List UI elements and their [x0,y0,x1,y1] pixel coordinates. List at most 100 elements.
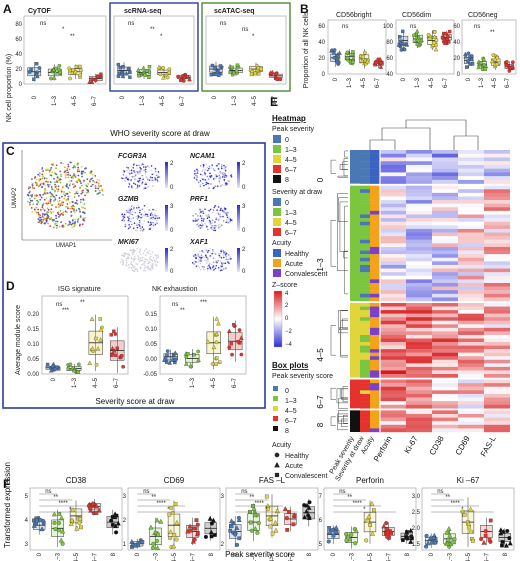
heatmap-cell [432,428,458,433]
panel-d-ylabel: Average module score [15,305,22,375]
expression-point [146,213,149,216]
acuity-annotation [370,356,380,360]
expression-point [123,216,126,219]
point [109,333,113,337]
legend-label: Convalescent [285,473,327,480]
umap-point [41,177,44,180]
expression-point [199,211,202,213]
draw-severity-annotation [360,417,370,422]
sig-label: * [69,507,72,513]
draw-severity-annotation [360,257,370,262]
umap-point [59,178,62,181]
acuity-annotation [370,157,380,162]
expression-point [197,181,200,184]
expression-point [201,211,204,214]
umap-point [60,201,63,204]
heatmap-cell [432,279,458,284]
heatmap-cell [432,225,458,230]
acuity-annotation [370,424,380,429]
expression-point [197,218,200,221]
heatmap-cell [406,317,432,321]
point [90,77,95,81]
acuity-annotation [370,345,380,350]
umap-main: UMAP2 UMAP1 [12,150,112,249]
svg-text:*: * [252,34,255,40]
point [124,71,129,76]
heatmap-cell [432,221,458,226]
umap-point [86,189,89,192]
umap-point [55,167,57,170]
point [95,346,101,351]
expression-point [144,254,147,256]
point [326,539,331,544]
heatmap-cell [458,221,484,226]
heatmap-cell [380,373,406,378]
point [239,352,244,357]
draw-severity-annotation [360,192,370,197]
point [410,536,414,541]
umap-point [52,199,55,202]
expression-point [130,256,133,259]
umap-point [41,173,44,176]
expression-point [196,223,198,226]
point [145,69,149,73]
umap-point [79,210,81,213]
umap-point [52,188,55,191]
expression-point [155,174,158,177]
heatmap-cell [458,306,484,311]
expression-point [226,218,228,221]
expression-point [136,164,138,167]
draw-severity-annotation [360,386,370,391]
point [76,362,81,367]
expression-point [221,176,224,178]
heatmap-cell [380,359,406,364]
expression-point [145,175,148,178]
expression-point [154,167,157,170]
panel-a-xlabel: WHO severity score at draw [110,129,210,138]
dendro-branch [337,175,348,178]
expression-point [200,260,202,263]
heatmap-cell [458,421,484,425]
draw-severity-annotation [360,200,370,204]
point [110,353,114,358]
umap-point [60,190,63,193]
point [94,362,99,367]
heatmap-cell [458,331,484,336]
heatmap-cell [406,176,432,181]
expression-point [212,265,215,267]
heatmap-cell [432,286,458,291]
heatmap-cell [432,243,458,248]
expression-point [192,255,195,258]
expression-point [130,267,133,269]
umap-point [91,183,94,186]
heatmap-cell [484,214,510,219]
expression-point [217,177,220,180]
expression-point [150,169,152,172]
umap-point [95,181,98,184]
heatmap-cell [458,324,484,329]
umap-point [63,171,66,173]
umap-point [72,166,75,169]
point [181,79,186,83]
point [216,320,221,326]
umap-point [55,173,58,176]
heatmap-cell [380,153,406,158]
expression-point [157,214,159,217]
expression-point [127,256,129,258]
umap-point [55,217,58,220]
umap-point [36,199,39,202]
expression-point [136,184,139,187]
point [236,340,240,344]
svg-text:4–5: 4–5 [316,348,325,362]
sig-label: ns [437,489,443,495]
y-tick: 1 [123,542,127,548]
acuity-annotation [370,254,380,258]
expression-point [203,208,206,211]
svg-text:MKI67: MKI67 [118,239,140,246]
heatmap-cell [380,268,406,273]
point [213,533,217,537]
heatmap-cell [458,345,484,350]
heatmap-cell [380,290,406,295]
expression-point [154,217,156,220]
umap-point [83,203,86,205]
